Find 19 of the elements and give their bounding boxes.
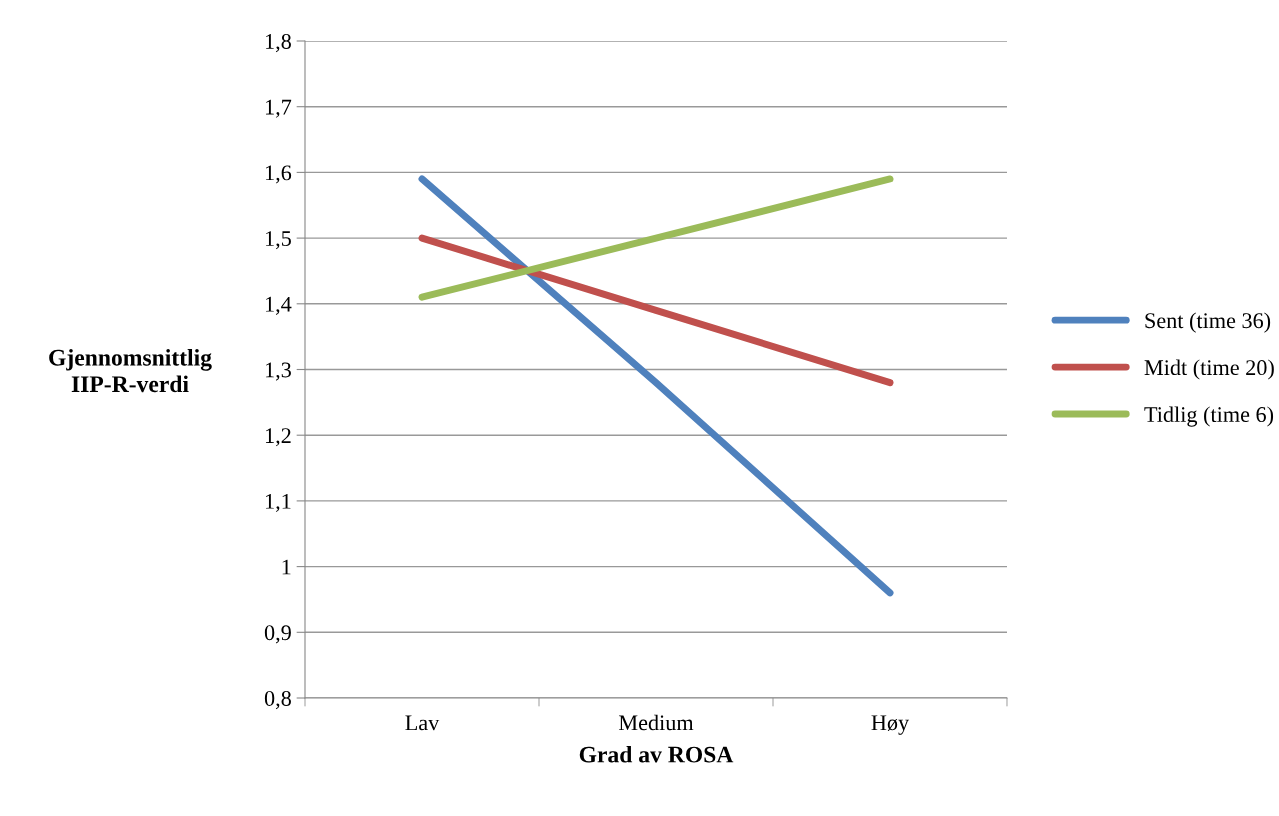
x-tick-label: Medium bbox=[618, 714, 694, 731]
y-tick-label: 1,6 bbox=[265, 165, 292, 184]
y-tick-label: 1,8 bbox=[265, 33, 291, 53]
legend-label: Tidlig (time 6) bbox=[1144, 406, 1274, 427]
x-tick-label: Lav bbox=[405, 715, 440, 731]
y-tick-label: 1,1 bbox=[265, 493, 291, 513]
x-tick-label: Høy bbox=[871, 715, 910, 735]
legend-label: Sent (time 36) bbox=[1145, 312, 1271, 333]
y-tick-label: 1,4 bbox=[265, 296, 292, 315]
y-tick-label: 0,8 bbox=[264, 690, 291, 710]
legend-label: Midt (time 20) bbox=[1144, 359, 1274, 380]
y-tick-label: 1,2 bbox=[265, 428, 291, 447]
y-tick-label: 1 bbox=[282, 559, 291, 575]
y-tick-label: 1,5 bbox=[265, 231, 291, 250]
y-axis-title: Gjennomsnittlig IIP-R-verdi bbox=[49, 349, 212, 393]
y-tick-label: 1,7 bbox=[265, 99, 292, 118]
x-axis-title: Grad av ROSA bbox=[579, 745, 734, 763]
y-tick-label: 0,9 bbox=[264, 625, 291, 644]
y-tick-label: 1,3 bbox=[265, 362, 291, 381]
